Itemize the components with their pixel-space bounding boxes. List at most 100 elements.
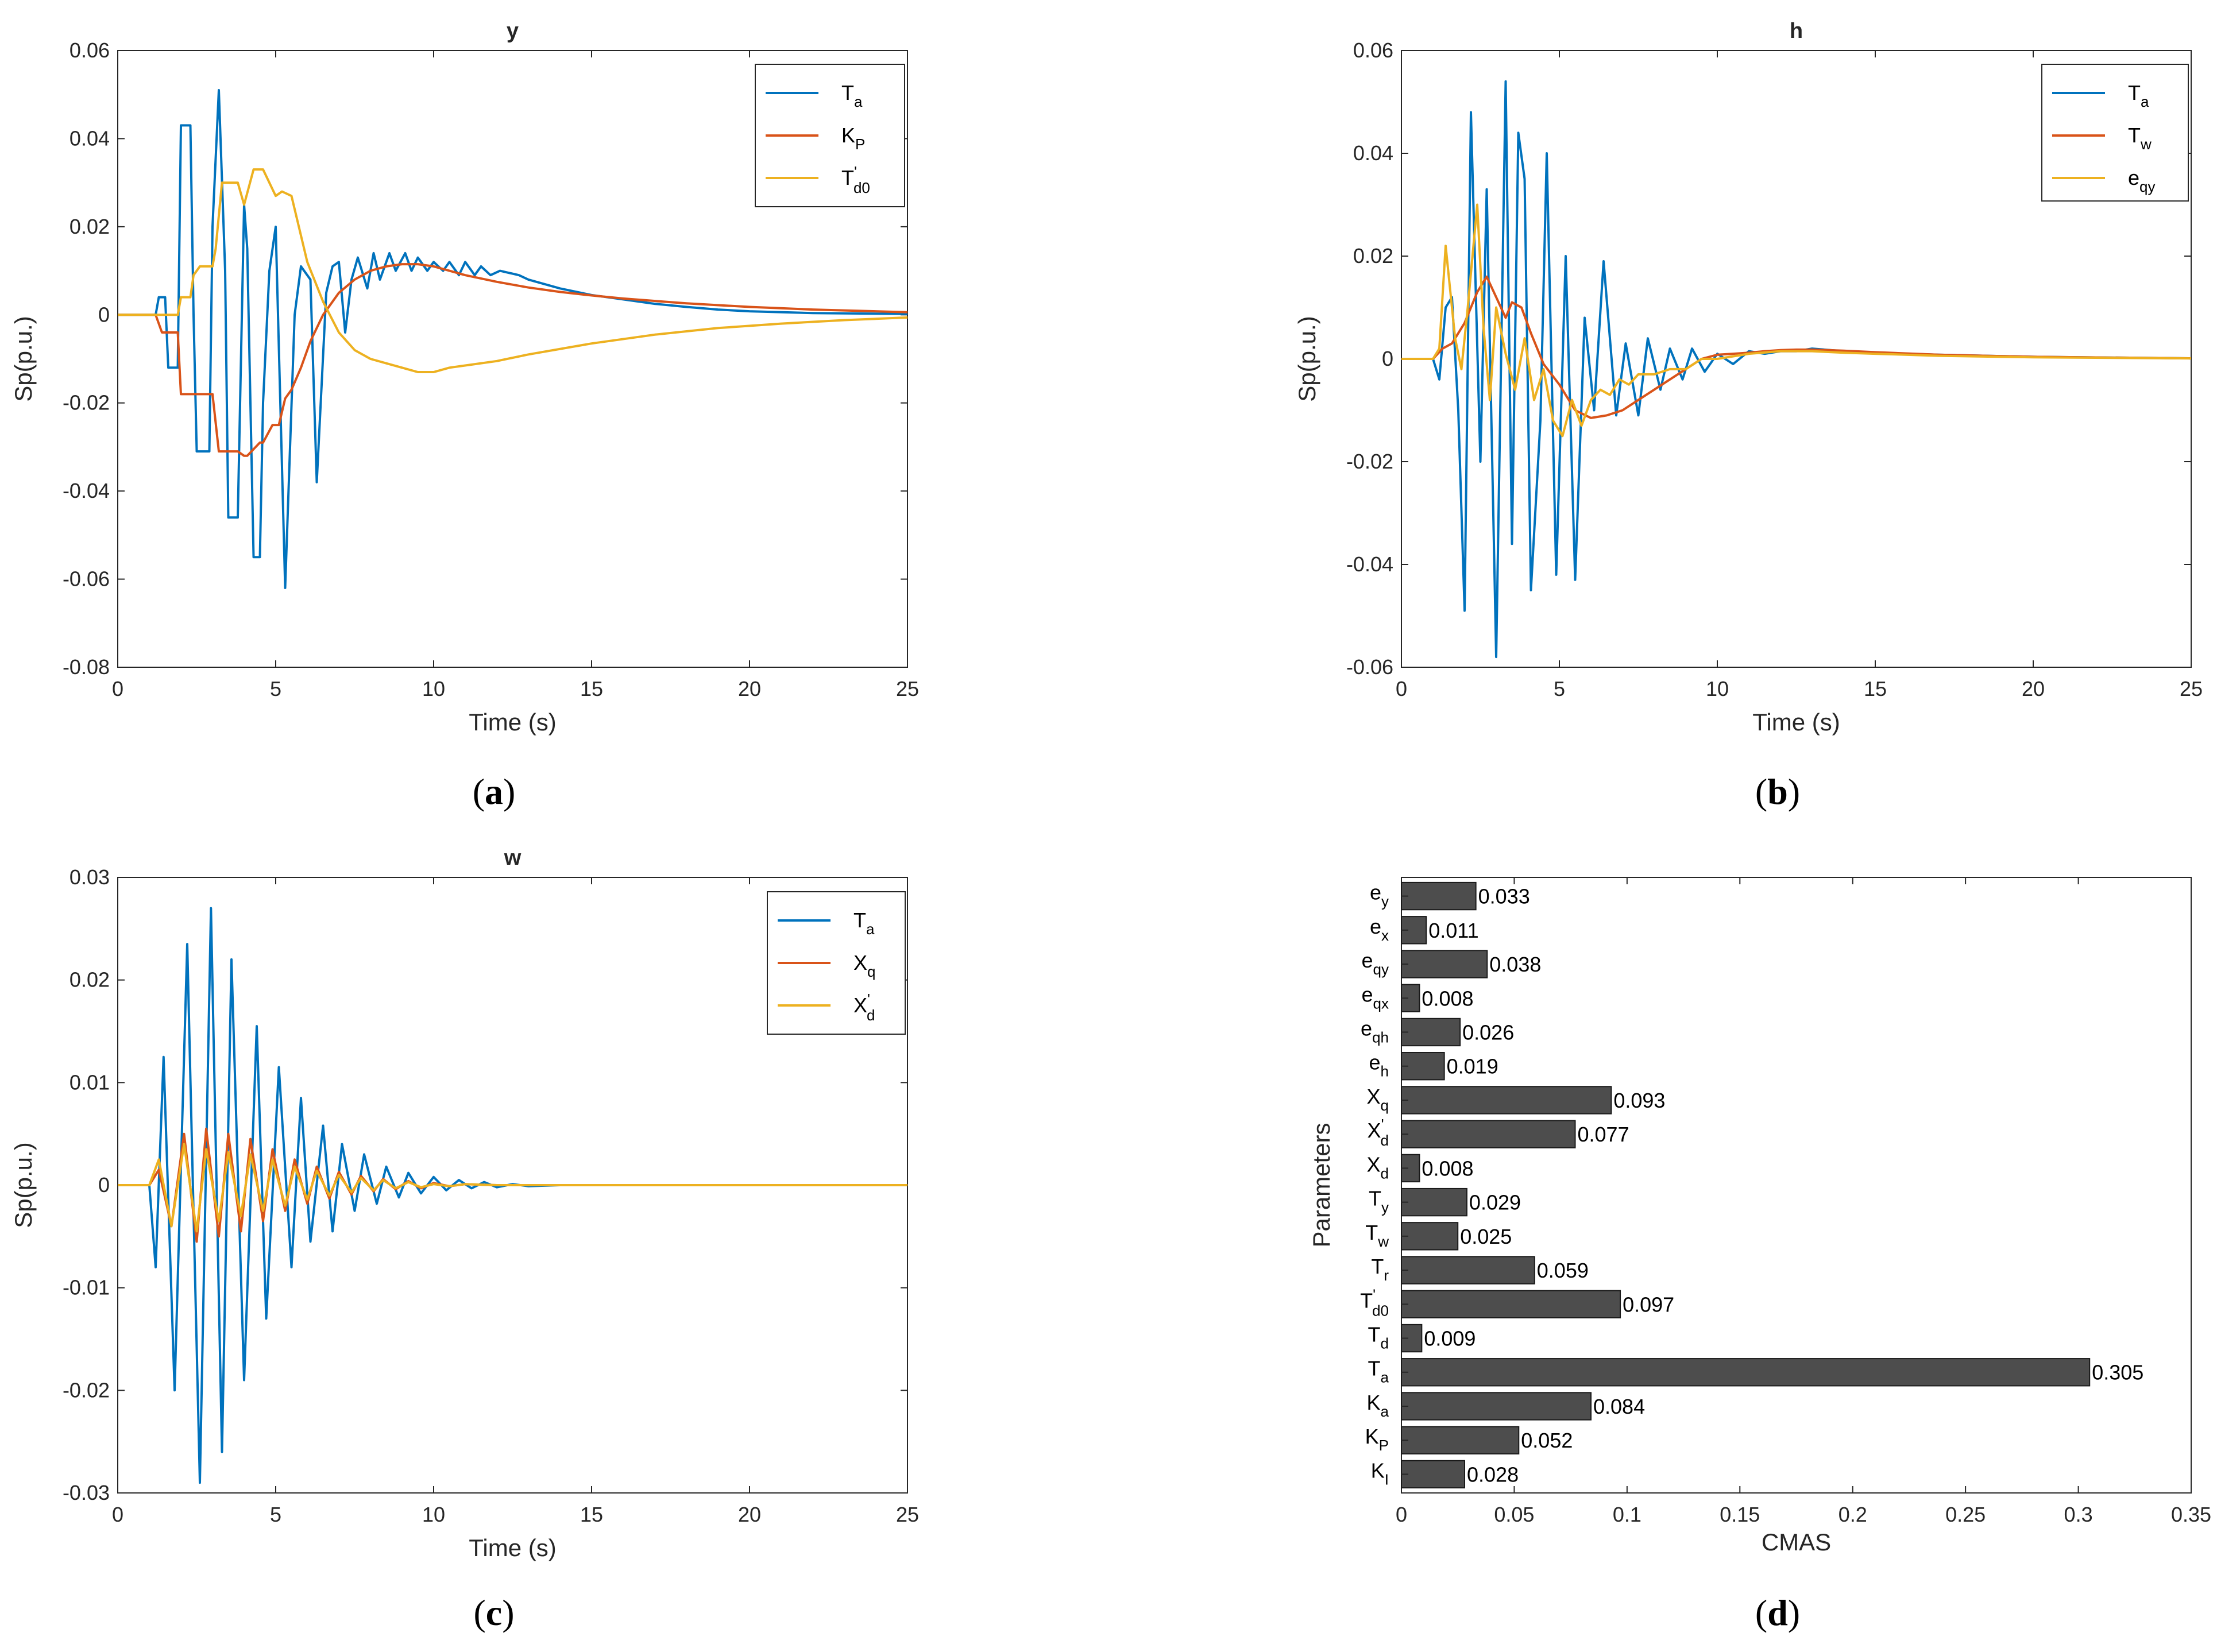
x-tick-label: 25 xyxy=(896,677,919,701)
y-tick-label: -0.04 xyxy=(1346,552,1393,576)
y-tick-label: 0.06 xyxy=(69,38,110,62)
legend-entry: Ta xyxy=(841,81,863,110)
y-tick-label: -0.02 xyxy=(63,1378,110,1402)
legend: Ta KP T' d0 xyxy=(755,64,905,207)
bar xyxy=(1401,1392,1592,1421)
x-tick-label: 10 xyxy=(422,1503,445,1526)
panel-title: h xyxy=(1790,19,1803,43)
x-tick-label: 0.05 xyxy=(1494,1503,1534,1526)
panel-d: 0 0.05 0.1 0.15 0.2 0.25 0.3 0.35 ey 0.033 ex 0.011… xyxy=(1308,877,2211,1633)
series-line-0 xyxy=(118,907,907,1484)
y-tick-label: -0.03 xyxy=(63,1481,110,1504)
bar xyxy=(1401,1052,1445,1081)
y-tick-label: KP xyxy=(1365,1425,1389,1454)
y-axis-label: Parameters xyxy=(1308,1123,1335,1247)
panel-caption: (a) xyxy=(473,771,516,812)
x-tick-label: 10 xyxy=(422,677,445,701)
x-tick-label: 0.3 xyxy=(2064,1503,2093,1526)
bar-value-label: 0.097 xyxy=(1623,1293,1674,1316)
y-tick-label: eh xyxy=(1369,1051,1389,1080)
legend-entry: Ta xyxy=(2128,81,2149,110)
panel-c: 0 5 10 15 20 25 -0.03 -0.02 -0.01 0 0.01 0.02 0.03 w T… xyxy=(10,846,919,1633)
legend-entry: eqy xyxy=(2128,166,2156,195)
y-tick-label: -0.02 xyxy=(1346,450,1393,473)
bar-value-label: 0.077 xyxy=(1578,1123,1629,1146)
x-axis-label: Time (s) xyxy=(469,1534,556,1561)
bar-value-label: 0.028 xyxy=(1467,1463,1519,1486)
bar-value-label: 0.305 xyxy=(2092,1361,2143,1384)
x-tick-label: 0 xyxy=(1396,1503,1407,1526)
bar xyxy=(1401,881,1477,911)
y-tick-label: 0.03 xyxy=(69,865,110,889)
y-tick-label: KI xyxy=(1371,1458,1389,1488)
legend-entry: X' d xyxy=(853,991,875,1024)
y-tick-label: X' d xyxy=(1368,1116,1389,1149)
x-tick-label: 0 xyxy=(112,1503,123,1526)
legend-entry: KP xyxy=(841,123,865,153)
x-tick-label: 0.35 xyxy=(2171,1503,2211,1526)
bar-value-label: 0.025 xyxy=(1460,1225,1512,1248)
panel-title: y xyxy=(507,19,519,43)
x-tick-label: 10 xyxy=(1706,677,1729,701)
bar-value-label: 0.019 xyxy=(1447,1055,1498,1078)
panel-caption: (d) xyxy=(1755,1592,1800,1633)
x-tick-label: 0 xyxy=(1396,677,1407,701)
y-tick-label: Td xyxy=(1368,1323,1389,1352)
legend-entry: Ta xyxy=(853,908,875,938)
x-tick-label: 20 xyxy=(738,677,761,701)
bar-value-label: 0.038 xyxy=(1489,953,1541,976)
bar xyxy=(1401,1256,1535,1285)
y-tick-label: eqy xyxy=(1362,949,1389,978)
y-tick-label: 0.04 xyxy=(1353,141,1393,165)
legend-box xyxy=(2041,64,2189,202)
x-tick-label: 5 xyxy=(1554,677,1565,701)
y-tick-label: 0 xyxy=(98,1173,110,1197)
legend: Ta Xq X' d xyxy=(767,891,906,1035)
legend-entry: Tw xyxy=(2128,123,2152,153)
y-tick-label: -0.08 xyxy=(63,655,110,679)
bar-value-label: 0.052 xyxy=(1521,1429,1573,1452)
x-tick-label: 20 xyxy=(2022,677,2045,701)
y-tick-label: Ty xyxy=(1369,1187,1389,1216)
plot-area xyxy=(1401,877,2192,1494)
panel-caption: (b) xyxy=(1755,771,1800,812)
y-tick-label: -0.04 xyxy=(63,479,110,502)
series-line-1 xyxy=(118,263,908,457)
y-tick-label: Xd xyxy=(1367,1152,1389,1182)
y-axis-label: Sp(p.u.) xyxy=(10,316,37,401)
bar xyxy=(1401,1426,1520,1454)
y-tick-label: 0.06 xyxy=(1353,38,1393,62)
x-tick-label: 25 xyxy=(2180,677,2203,701)
y-tick-label: 0.02 xyxy=(1353,244,1393,268)
panel-b: 0 5 10 15 20 25 -0.06 -0.04 -0.02 0 0.02 0.04 0.06 h T… xyxy=(1293,19,2203,812)
bar-value-label: 0.011 xyxy=(1428,919,1478,942)
y-tick-label: Xq xyxy=(1367,1085,1389,1114)
x-tick-label: 20 xyxy=(738,1503,761,1526)
panel-a: 0 5 10 15 20 25 -0.08 -0.06 -0.04 -0.02 0 0.02 0.04 0… xyxy=(10,19,919,812)
bar xyxy=(1401,1358,2091,1387)
y-tick-label: 0.04 xyxy=(69,126,110,150)
y-tick-label: 0 xyxy=(98,303,110,326)
y-tick-label: 0.01 xyxy=(69,1070,110,1094)
x-tick-label: 15 xyxy=(580,1503,603,1526)
legend: Ta Tw eqy xyxy=(2041,64,2189,202)
y-tick-label: 0.02 xyxy=(69,215,110,238)
bar-value-label: 0.093 xyxy=(1613,1089,1665,1112)
x-tick-label: 0.2 xyxy=(1839,1503,1867,1526)
series-line-1 xyxy=(1401,275,2192,419)
y-axis-label: Sp(p.u.) xyxy=(1293,316,1320,401)
bar-value-label: 0.008 xyxy=(1422,1156,1473,1180)
bar xyxy=(1401,950,1488,978)
bar xyxy=(1401,1120,1576,1148)
bar xyxy=(1401,1086,1612,1115)
bar-value-label: 0.059 xyxy=(1537,1259,1589,1282)
bar-value-label: 0.033 xyxy=(1478,885,1530,908)
x-tick-label: 15 xyxy=(1864,677,1887,701)
y-tick-label: -0.02 xyxy=(63,391,110,415)
y-tick-label: 0 xyxy=(1382,347,1393,370)
y-tick-label: ey xyxy=(1370,881,1389,910)
x-tick-label: 25 xyxy=(896,1503,919,1526)
y-tick-label: T' d0 xyxy=(1360,1286,1389,1319)
x-tick-label: 0.1 xyxy=(1613,1503,1641,1526)
